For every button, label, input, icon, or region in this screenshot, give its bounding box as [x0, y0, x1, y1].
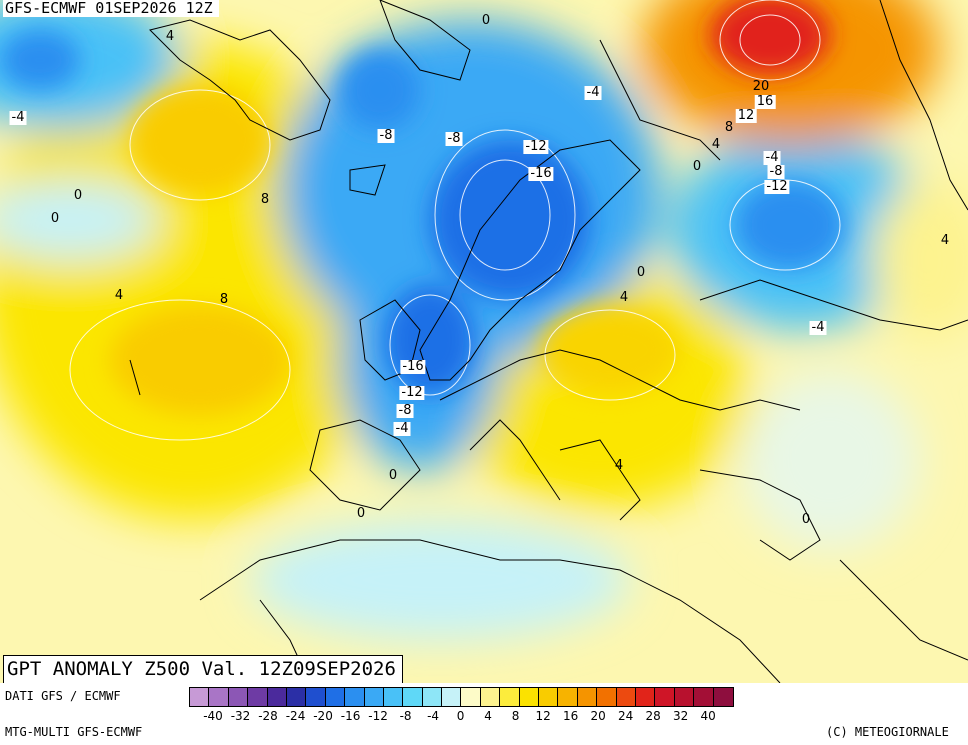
contour-label: -16 [400, 359, 426, 374]
contour-label: 4 [114, 288, 124, 303]
colorbar-tick-label: -4 [427, 709, 440, 723]
colorbar-swatch [558, 688, 578, 706]
contour-lines [69, 0, 841, 441]
colorbar-swatch [519, 688, 540, 706]
contour-label: 8 [219, 292, 229, 307]
colorbar-tick-label: 24 [618, 709, 634, 723]
colorbar-tick-label: 8 [511, 709, 520, 723]
contour-label: -4 [763, 150, 781, 165]
colorbar-tick-label: 40 [700, 709, 716, 723]
contour-label: 4 [614, 458, 624, 473]
copyright-label: (C) METEOGIORNALE [826, 725, 949, 739]
model-run-label: GFS-ECMWF 01SEP2026 12Z [3, 0, 219, 17]
contour-label: 20 [752, 79, 770, 94]
contour-label: 0 [692, 159, 702, 174]
contour-label: -8 [396, 403, 414, 418]
coastlines [129, 0, 968, 683]
model-name-label: MTG-MULTI GFS-ECMWF [5, 725, 143, 739]
contour-label: 0 [50, 211, 60, 226]
colorbar-swatch [694, 688, 714, 706]
colorbar-swatch [325, 688, 346, 706]
contour-label: -4 [809, 320, 827, 335]
colorbar-tick-label: -16 [340, 709, 361, 723]
colorbar-swatch [674, 688, 695, 706]
colorbar-tick-label: 12 [535, 709, 551, 723]
product-title: GPT ANOMALY Z500 Val. 12Z09SEP2026 [3, 655, 403, 683]
contour-label: 0 [388, 468, 398, 483]
colorbar-swatch [577, 688, 598, 706]
colorbar-swatch [345, 688, 365, 706]
contour-label: 4 [940, 233, 950, 248]
anomaly-field-cores [0, 0, 845, 415]
map-canvas [0, 0, 968, 683]
colorbar-tick-label: -28 [258, 709, 278, 723]
colorbar-tick-label: -24 [285, 709, 306, 723]
colorbar-tick-label: -32 [230, 709, 251, 723]
colorbar-swatch [286, 688, 307, 706]
colorbar-swatch [383, 688, 404, 706]
contour-label: -12 [523, 139, 549, 154]
colorbar-tick-label: 32 [673, 709, 689, 723]
colorbar-tick-label: 16 [563, 709, 579, 723]
contour-label: 0 [73, 188, 83, 203]
contour-label: -12 [399, 385, 425, 400]
colorbar [189, 687, 734, 707]
colorbar-swatch [616, 688, 636, 706]
anomaly-map: GFS-ECMWF 01SEP2026 12Z GPT ANOMALY Z500… [0, 0, 968, 683]
colorbar-tick-label: -20 [313, 709, 333, 723]
contour-label: -4 [584, 85, 602, 100]
colorbar-swatch [190, 688, 210, 706]
colorbar-swatch [209, 688, 229, 706]
colorbar-swatch [267, 688, 287, 706]
contour-label: -8 [767, 164, 785, 179]
colorbar-swatch [422, 688, 443, 706]
colorbar-swatch [500, 688, 520, 706]
contour-label: 4 [165, 29, 175, 44]
contour-label: -4 [393, 421, 411, 436]
contour-label: -8 [377, 128, 395, 143]
colorbar-swatch [403, 688, 423, 706]
colorbar-swatch [228, 688, 249, 706]
colorbar-swatch [635, 688, 656, 706]
colorbar-tick-label: 4 [484, 709, 492, 723]
contour-label: 8 [260, 192, 270, 207]
colorbar-swatch [306, 688, 326, 706]
colorbar-swatch [655, 688, 675, 706]
colorbar-swatch [597, 688, 617, 706]
contour-label: 16 [754, 94, 776, 109]
colorbar-tick-label: -12 [368, 709, 388, 723]
colorbar-swatch [713, 688, 733, 706]
contour-label: -12 [764, 179, 790, 194]
colorbar-tick-label: 28 [645, 709, 661, 723]
colorbar-swatch [248, 688, 268, 706]
colorbar-swatch [461, 688, 481, 706]
contour-label: -4 [9, 110, 27, 125]
contour-label: 0 [801, 512, 811, 527]
contour-label: 0 [481, 13, 491, 28]
contour-label: 12 [735, 108, 757, 123]
contour-label: -8 [445, 131, 463, 146]
contour-label: -16 [528, 166, 554, 181]
contour-label: 4 [619, 290, 629, 305]
colorbar-tick-label: 20 [590, 709, 606, 723]
colorbar-swatch [480, 688, 501, 706]
data-source-label: DATI GFS / ECMWF [5, 689, 121, 703]
contour-label: 0 [636, 265, 646, 280]
contour-label: 0 [356, 506, 366, 521]
contour-label: 4 [711, 137, 721, 152]
contour-label: 8 [724, 120, 734, 135]
colorbar-swatch [442, 688, 462, 706]
colorbar-tick-label: 0 [456, 709, 465, 723]
colorbar-swatch [539, 688, 559, 706]
colorbar-tick-label: -40 [203, 709, 223, 723]
colorbar-swatch [364, 688, 384, 706]
colorbar-tick-label: -8 [399, 709, 412, 723]
